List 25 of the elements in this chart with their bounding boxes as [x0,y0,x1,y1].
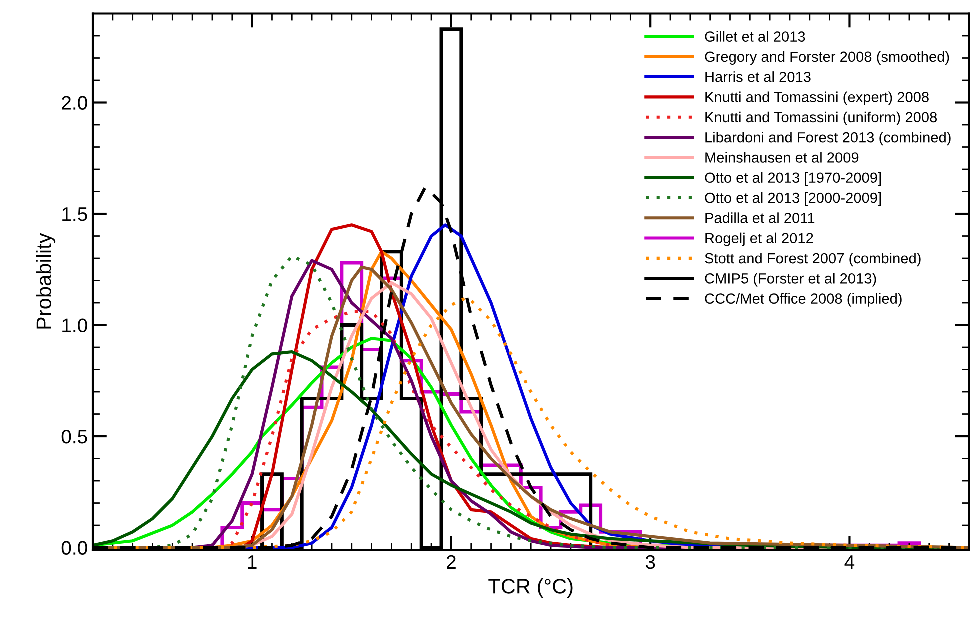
y-tick-label: 1.0 [62,318,88,332]
legend-label: Knutti and Tomassini (expert) 2008 [706,92,929,106]
x-tick-label: 4 [844,556,855,569]
y-tick-label: 0.5 [62,430,88,444]
y-axis-title: Probability [36,233,56,329]
x-axis-title: TCR (°C) [488,578,573,598]
legend-label: CCC/Met Office 2008 (implied) [705,293,902,307]
legend-label: Libardoni and Forest 2013 (combined) [706,132,951,146]
legend-label: CMIP5 (Forster et al 2013) [705,273,876,287]
y-tick-label: 0.0 [62,541,88,556]
legend-label: Rogelj et al 2012 [706,232,814,246]
x-tick-label: 3 [646,555,656,570]
legend-label: Stott and Forest 2007 (combined) [705,252,921,267]
legend-label: Meinshausen et al 2009 [706,152,859,163]
legend-label: Gillet et al 2013 [705,31,806,42]
x-tick-label: 1 [248,556,257,569]
legend-label: Otto et al 2013 [2000-2009] [705,192,881,206]
legend-label: Harris et al 2013 [706,72,811,82]
legend-label: Knutti and Tomassini (uniform) 2008 [706,112,938,126]
y-tick-label: 1.5 [62,208,88,222]
x-tick-label: 2 [447,555,456,569]
legend-label: Padilla et al 2011 [706,212,815,224]
legend-label: Gregory and Forster 2008 (smoothed) [705,51,950,65]
y-tick-label: 2.0 [62,96,88,110]
legend-label: Otto et al 2013 [1970-2009] [705,172,881,186]
